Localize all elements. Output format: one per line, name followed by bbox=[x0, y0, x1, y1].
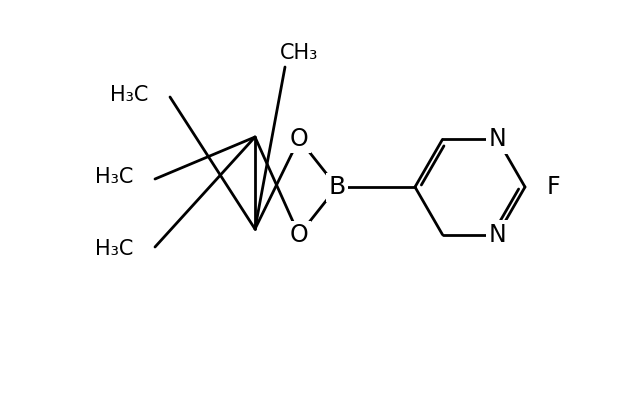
Text: O: O bbox=[290, 127, 308, 151]
Text: N: N bbox=[488, 127, 506, 151]
Text: F: F bbox=[546, 175, 560, 199]
Text: O: O bbox=[290, 223, 308, 247]
Text: H₃C: H₃C bbox=[95, 239, 133, 259]
Text: H₃C: H₃C bbox=[109, 85, 148, 105]
Text: CH₃: CH₃ bbox=[280, 43, 318, 63]
Text: B: B bbox=[328, 175, 346, 199]
Text: N: N bbox=[488, 223, 506, 247]
Text: H₃C: H₃C bbox=[95, 167, 133, 187]
